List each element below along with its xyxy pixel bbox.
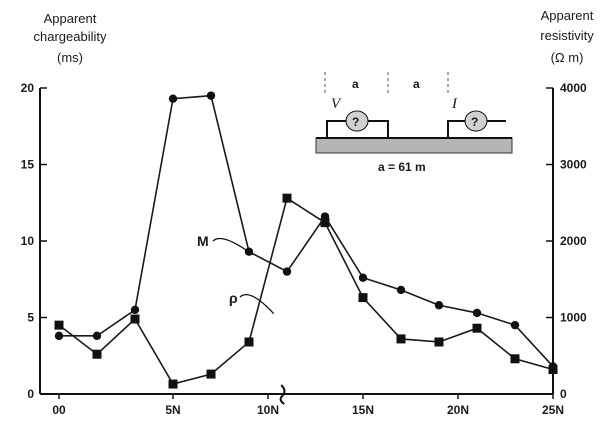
data-point-rho xyxy=(206,369,216,379)
x-tick-label: 5N xyxy=(165,403,180,417)
axes xyxy=(39,87,554,405)
left-tick-label: 0 xyxy=(27,387,34,401)
ammeter-glyph: ? xyxy=(471,115,478,129)
series-label-m: M xyxy=(197,233,209,249)
inset-caption: a = 61 m xyxy=(378,160,426,174)
data-point-rho xyxy=(472,323,482,333)
data-point-rho xyxy=(54,320,64,330)
right-tick-label: 0 xyxy=(560,387,567,401)
x-tick-label: 15N xyxy=(352,403,374,417)
data-point-rho xyxy=(320,218,330,228)
right-tick-label: 4000 xyxy=(560,81,587,95)
data-point-rho xyxy=(130,314,140,324)
axis-break-mark xyxy=(279,384,286,405)
ammeter-icon xyxy=(464,110,488,132)
data-point-rho xyxy=(244,337,254,347)
left-tick-label: 5 xyxy=(27,311,34,325)
right-axis-title-line1: Apparent xyxy=(540,8,594,23)
data-point-m xyxy=(168,94,178,103)
series-m xyxy=(54,91,558,371)
series-label-rho-leader xyxy=(239,294,275,315)
left-axis-title-line1: Apparent xyxy=(43,11,97,26)
data-point-rho xyxy=(282,193,292,203)
data-point-m xyxy=(548,362,558,371)
inset-spacing-label-1: a xyxy=(352,77,359,91)
data-point-m xyxy=(472,308,482,318)
voltmeter-icon xyxy=(345,110,369,132)
series-line-rho xyxy=(58,196,554,385)
data-point-m xyxy=(396,285,406,295)
data-point-m xyxy=(282,267,292,276)
data-point-rho xyxy=(510,354,520,364)
data-point-rho xyxy=(168,379,178,389)
right-axis-title-line2: resistivity xyxy=(540,28,594,43)
data-point-rho xyxy=(92,349,102,359)
left-axis-title-line2: chargeability xyxy=(33,29,107,44)
series-labels: Mρ xyxy=(197,233,275,315)
data-point-m xyxy=(510,320,520,330)
series-rho xyxy=(54,193,558,389)
x-tick-label: 25N xyxy=(542,403,564,417)
inset-spacing-label-2: a xyxy=(413,77,420,91)
right-axis-unit: (Ω m) xyxy=(550,50,584,65)
electrode-array-inset: a a ? V ? I a = 61 m xyxy=(315,72,513,174)
data-point-m xyxy=(206,91,216,100)
data-point-m xyxy=(434,301,444,310)
data-point-m xyxy=(320,212,330,221)
data-point-m xyxy=(92,331,102,341)
series-label-m-leader xyxy=(212,237,254,256)
x-tick-label: 00 xyxy=(52,403,66,417)
left-tick-label: 20 xyxy=(21,81,35,95)
ground-surface xyxy=(315,137,513,154)
data-point-m xyxy=(54,331,64,341)
left-tick-label: 10 xyxy=(21,234,35,248)
series-line-m xyxy=(59,94,554,368)
series-label-rho: ρ xyxy=(229,290,238,306)
left-axis-unit: (ms) xyxy=(57,50,83,65)
data-point-m xyxy=(130,305,140,315)
inset-i-label: I xyxy=(451,96,458,112)
right-tick-label: 2000 xyxy=(560,234,587,248)
data-point-rho xyxy=(358,293,368,303)
inset-v-label: V xyxy=(331,96,342,112)
right-tick-label: 3000 xyxy=(560,158,587,172)
data-point-m xyxy=(358,273,368,282)
x-tick-label: 20N xyxy=(447,403,469,417)
data-point-rho xyxy=(396,334,406,344)
voltmeter-glyph: ? xyxy=(352,115,359,129)
left-tick-label: 15 xyxy=(21,158,35,172)
x-tick-label: 10N xyxy=(257,403,279,417)
right-tick-label: 1000 xyxy=(560,311,587,325)
data-point-rho xyxy=(434,337,444,347)
tick-labels: 0 5 10 15 20 0 1000 2000 3000 4000 00 5N 10N 15N 20N 25… xyxy=(21,81,587,417)
